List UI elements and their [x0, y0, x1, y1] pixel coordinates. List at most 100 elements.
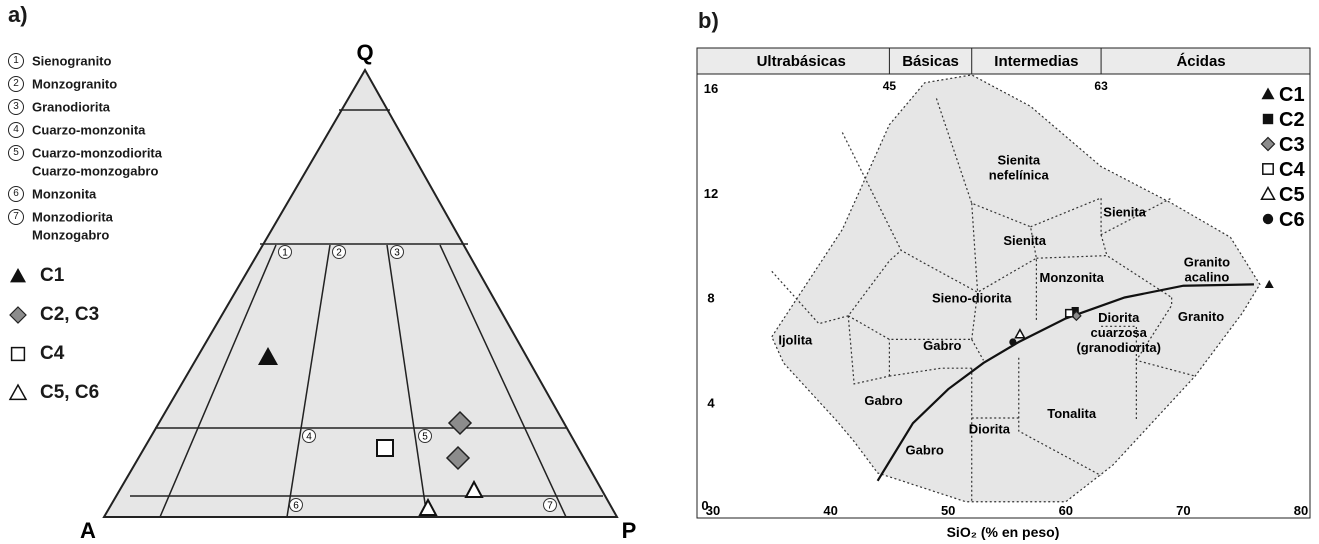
legend-symbol-triangle-filled — [10, 268, 26, 283]
boundary-tick-label: 45 — [883, 79, 897, 93]
sample-points — [258, 347, 484, 516]
y-tick-label: 16 — [704, 81, 718, 96]
qap-triangle — [102, 67, 619, 518]
x-tick-label: 70 — [1176, 503, 1190, 518]
line-div-10 — [159, 244, 277, 518]
x-tick-label: 30 — [706, 503, 720, 518]
panel-a-label: a) — [8, 2, 28, 27]
sample-legend-item: C5, C6 — [8, 382, 99, 406]
line-div-90 — [439, 244, 567, 518]
point-c5 — [464, 479, 484, 498]
category-label: Básicas — [902, 53, 959, 70]
legend-symbol-square-open — [10, 346, 26, 362]
field-legend-item: 4 Cuarzo-monzonita — [8, 121, 145, 139]
tas-legend-label: C6 — [1279, 209, 1305, 231]
field-legend-item: Monzogabro — [8, 226, 109, 244]
field-number-text: 5 — [422, 432, 428, 443]
field-legend-label: Monzonita — [32, 186, 97, 202]
field-boundary-line — [847, 315, 890, 385]
tas-legend-symbol — [1262, 163, 1274, 175]
field-boundary-line — [935, 98, 1037, 322]
tas-legend-symbol — [1260, 136, 1276, 152]
vertex-q-label: Q — [356, 40, 373, 65]
tas-field-label: Sienita — [997, 152, 1040, 167]
x-axis-label: SiO₂ (% en peso) — [947, 524, 1060, 540]
tas-legend-symbol — [1261, 87, 1275, 100]
sample-legend-label: C5, C6 — [40, 382, 100, 403]
tas-field-label: Granito — [1184, 254, 1230, 269]
point-c1 — [258, 347, 278, 365]
tas-legend-symbol — [1262, 213, 1274, 225]
field-number-text: 6 — [293, 501, 299, 512]
legend-symbol-diamond-gray — [9, 306, 27, 324]
field-boundary-line — [1135, 297, 1196, 377]
field-legend-item: 3 Granodiorita — [8, 98, 110, 116]
tas-field-label: cuarzosa — [1091, 325, 1148, 340]
field-legend-label: Cuarzo-monzogabro — [32, 163, 159, 179]
tas-field-label: acalino — [1185, 269, 1230, 284]
sample-legend-item: C1 — [8, 265, 64, 289]
tas-legend-label: C1 — [1279, 84, 1305, 106]
tas-chart: Ultrabásicas Básicas Intermedias Ácidas 45 5… — [696, 47, 1311, 540]
alkaline-subalkaline-boundary — [876, 283, 1254, 482]
field-number-text: 7 — [547, 501, 553, 512]
field-number-circle: 6 — [8, 185, 24, 202]
field-legend-item: 6 Monzonita — [8, 185, 96, 203]
category-label: Ultrabásicas — [757, 53, 846, 70]
y-tick-label: 8 — [707, 291, 714, 306]
point-c6 — [418, 497, 438, 516]
point-c2 — [447, 410, 473, 436]
field-boundary-line — [1030, 197, 1172, 236]
field-number-circle: 3 — [8, 98, 24, 115]
tas-field-label: Tonalita — [1047, 406, 1097, 421]
tas-field-label: Gabro — [906, 443, 944, 458]
field-number-marker — [390, 245, 404, 259]
field-legend-label: Monzodiorita — [32, 209, 113, 225]
sample-legend-item: C4 — [8, 343, 64, 367]
tas-field-boundaries — [771, 98, 1196, 502]
y-tick-label: 12 — [704, 186, 718, 201]
field-number-marker — [332, 245, 346, 259]
tas-envelope — [771, 74, 1261, 503]
sample-legend-label: C1 — [40, 265, 65, 286]
field-number-circle: 1 — [8, 52, 24, 69]
vertex-p-label: P — [622, 518, 637, 543]
field-number-marker — [278, 245, 292, 259]
field-number-text: 4 — [306, 432, 312, 443]
tas-field-label: Monzonita — [1040, 270, 1105, 285]
field-legend-item: 7 Monzodiorita — [8, 208, 113, 226]
tas-field-label: Sienita — [1103, 204, 1146, 219]
field-number-marker — [302, 429, 316, 443]
field-number-text: 3 — [394, 248, 400, 259]
field-boundary-line — [1036, 254, 1172, 299]
category-label: Intermedias — [994, 53, 1078, 70]
tas-field-label: Diorita — [1098, 310, 1140, 325]
tas-legend-label: C5 — [1279, 184, 1305, 206]
field-legend-label: Cuarzo-monzodiorita — [32, 145, 162, 161]
tas-point-c2 — [1071, 306, 1079, 315]
point-c3 — [445, 445, 471, 471]
tas-point-c1 — [1264, 279, 1274, 289]
field-legend-item: 2 Monzogranito — [8, 75, 117, 93]
sample-legend-label: C2, C3 — [40, 304, 100, 325]
y-tick-label: 4 — [707, 395, 715, 410]
x-tick-label: 60 — [1059, 503, 1073, 518]
line-div-65 — [386, 244, 428, 518]
x-tick-label: 80 — [1294, 503, 1308, 518]
tas-field-label: Ijolita — [778, 333, 813, 348]
tas-legend-label: C4 — [1279, 159, 1305, 181]
tas-field-label: (granodiorita) — [1076, 340, 1161, 355]
field-legend-label: Monzogabro — [32, 227, 110, 243]
field-legend-label: Granodiorita — [32, 99, 111, 115]
field-legend-label: Cuarzo-monzonita — [32, 122, 146, 138]
x-tick-label: 40 — [823, 503, 837, 518]
panel-b-label: b) — [698, 8, 719, 33]
category-label: Ácidas — [1176, 53, 1225, 70]
field-number-marker — [289, 498, 303, 512]
tas-field-label: nefelínica — [989, 167, 1050, 182]
field-number-circle: 7 — [8, 208, 24, 225]
line-div-35 — [286, 244, 331, 518]
tas-legend-symbol — [1262, 113, 1274, 125]
field-legend-item: Cuarzo-monzogabro — [8, 162, 158, 180]
field-boundary-line — [771, 249, 902, 325]
